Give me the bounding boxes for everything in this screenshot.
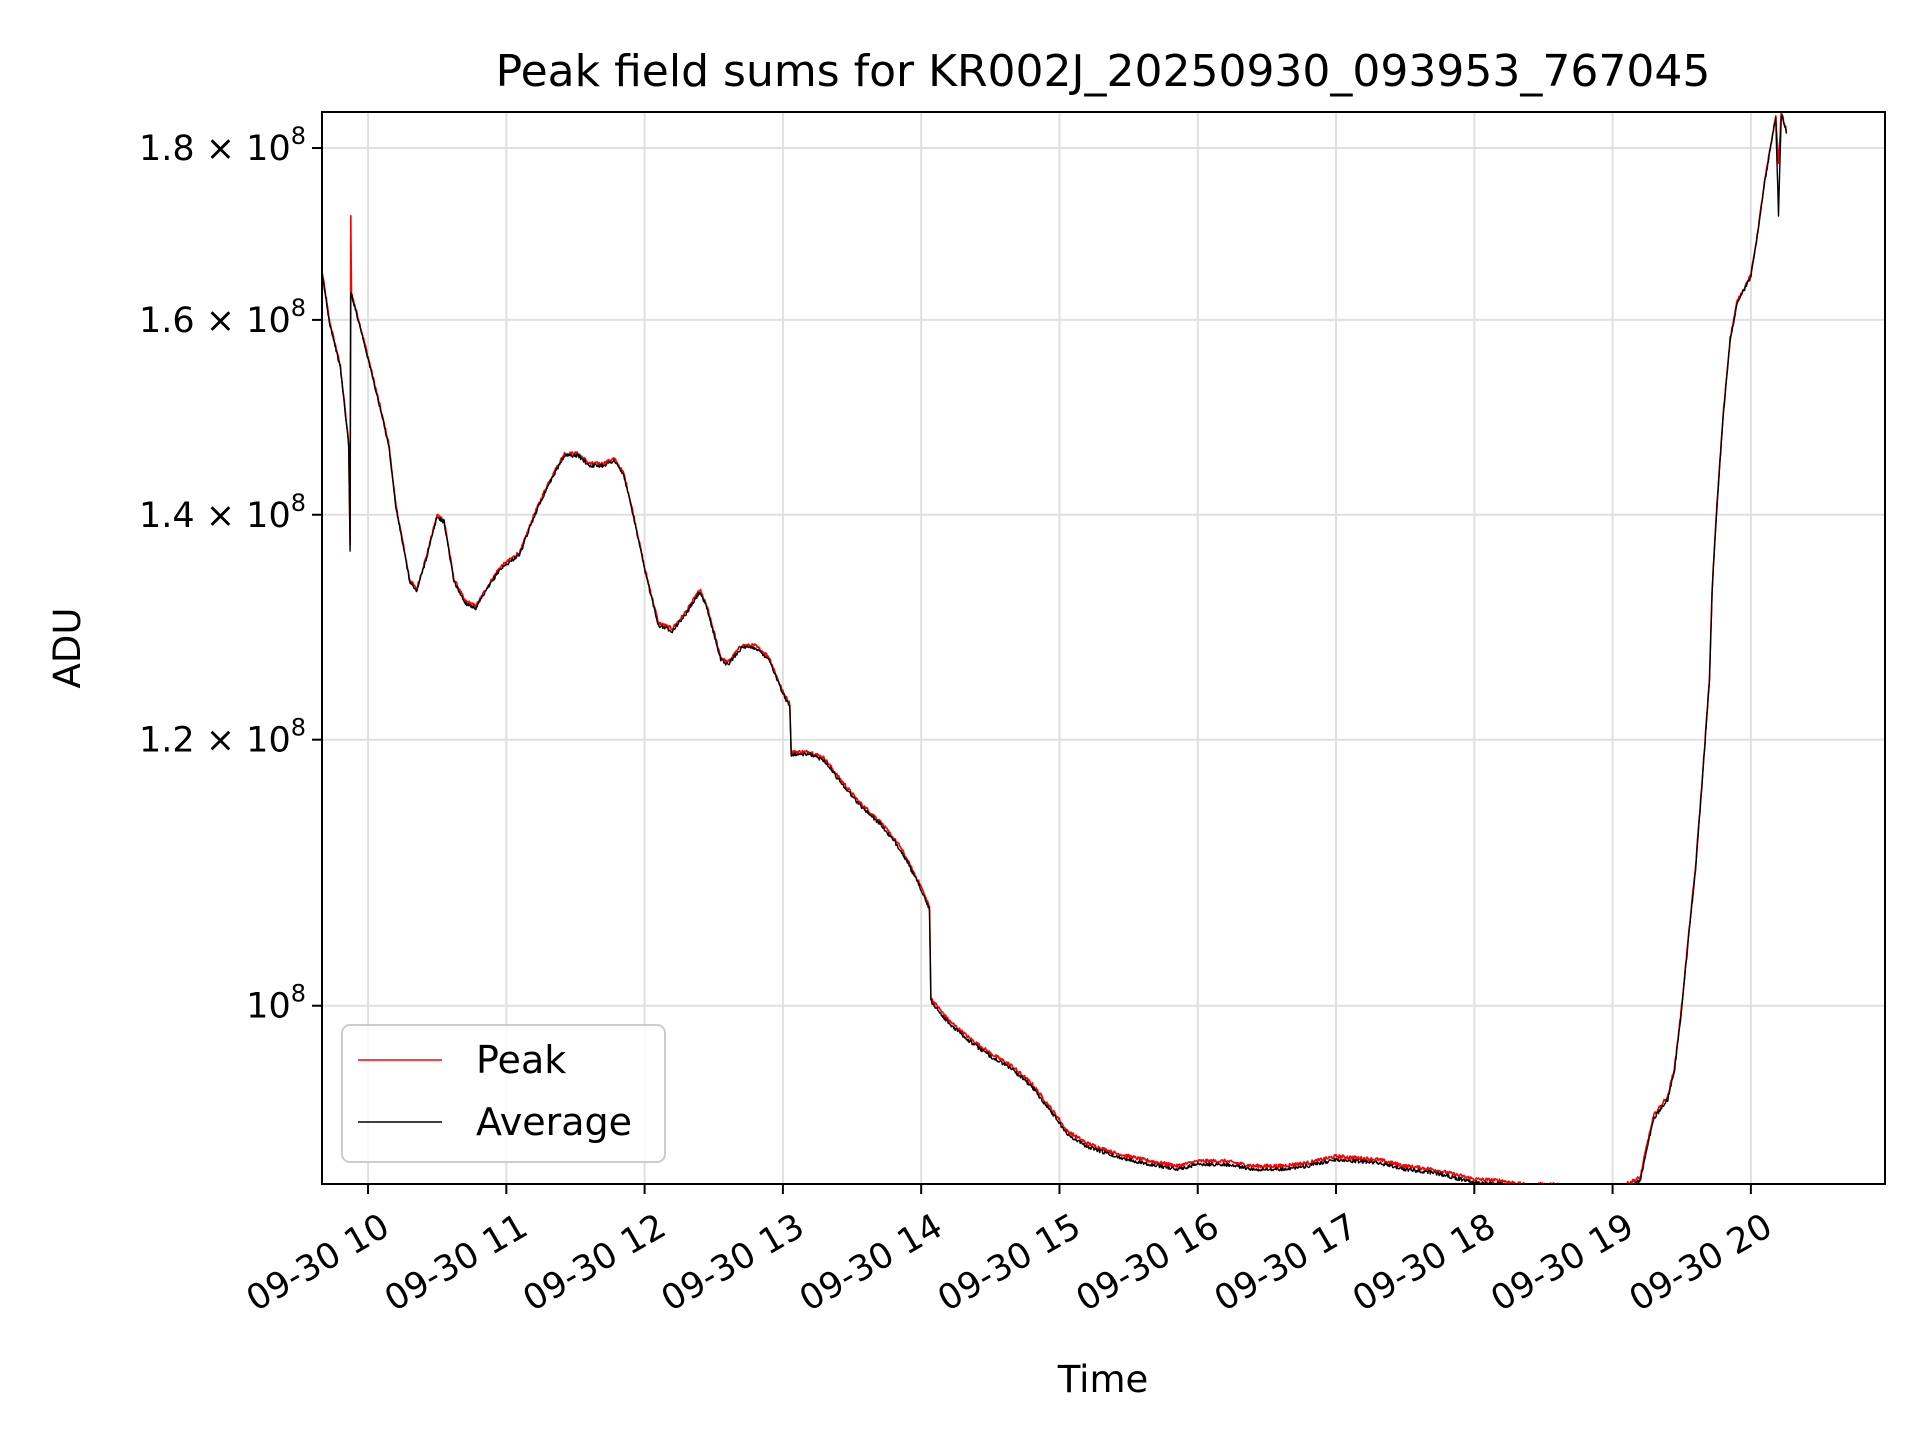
y-tick-label: 1.4 × 108 [139, 489, 306, 536]
y-axis-label: ADU [46, 608, 89, 689]
y-axis: 108 1.2 × 108 1.4 × 108 1.6 × 108 1.8 × 108 [139, 122, 322, 1027]
series-line-average [322, 114, 1788, 1184]
x-axis-label: Time [1057, 1358, 1149, 1401]
y-tick-label: 108 [246, 980, 306, 1027]
grid [322, 112, 1885, 1184]
y-tick-label: 1.2 × 108 [139, 714, 306, 761]
chart-title: Peak field sums for KR002J_20250930_0939… [496, 46, 1711, 97]
legend: Peak Average [341, 1024, 666, 1163]
legend-label-average: Average [476, 1100, 632, 1144]
plot-frame [321, 111, 1886, 1185]
y-tick-label: 1.8 × 108 [139, 122, 306, 169]
y-tick-label: 1.6 × 108 [139, 294, 306, 341]
legend-label-peak: Peak [476, 1038, 566, 1082]
